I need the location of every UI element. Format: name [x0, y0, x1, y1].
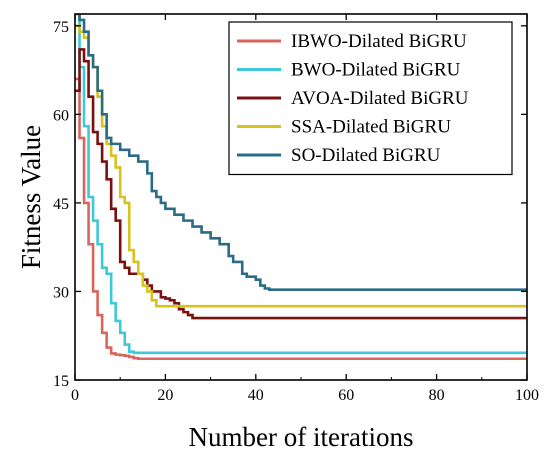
series-line-1	[75, 77, 527, 361]
legend-label: IBWO-Dilated BiGRU	[291, 31, 467, 52]
y-axis-title: Fitness Value	[16, 125, 46, 269]
x-tick-label: 20	[157, 387, 173, 404]
series-line-2	[78, 14, 527, 355]
x-axis-title: Number of iterations	[189, 422, 414, 452]
x-tick-label: 40	[248, 387, 264, 404]
legend-label: BWO-Dilated BiGRU	[291, 60, 461, 81]
x-tick-label: 0	[71, 387, 79, 404]
legend: IBWO-Dilated BiGRU BWO-Dilated BiGRU AVOA-…	[228, 21, 513, 176]
legend-label: SSA-Dilated BiGRU	[291, 117, 451, 138]
series-line-3	[75, 48, 527, 320]
ticks-layer: 0 20 40 60 80 100 15 30 45 60 75	[53, 14, 539, 404]
y-tick-label: 30	[53, 284, 69, 301]
legend-label: SO-Dilated BiGRU	[291, 145, 441, 166]
y-tick-label: 15	[53, 373, 69, 390]
x-tick-label: 80	[429, 387, 445, 404]
y-tick-label: 45	[53, 196, 69, 213]
y-tick-label: 60	[53, 107, 69, 124]
y-tick-label: 75	[53, 19, 69, 36]
series-line-5	[75, 14, 527, 291]
series-layer	[75, 14, 527, 361]
legend-label: AVOA-Dilated BiGRU	[291, 88, 469, 109]
x-tick-label: 100	[515, 387, 539, 404]
x-tick-label: 60	[338, 387, 354, 404]
